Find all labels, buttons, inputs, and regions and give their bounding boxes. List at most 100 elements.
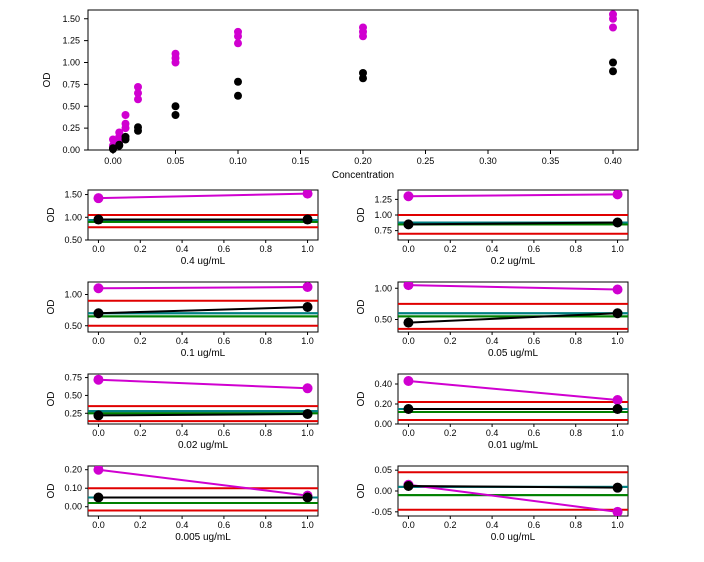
point-black [403, 219, 413, 229]
point-black [234, 92, 242, 100]
small-panel: 0.00.20.40.60.81.00.000.100.20OD0.005 ug… [46, 465, 318, 543]
svg-text:0.00: 0.00 [374, 419, 392, 429]
svg-text:0.2: 0.2 [444, 244, 457, 254]
svg-text:0.00: 0.00 [62, 145, 80, 155]
svg-text:0.10: 0.10 [64, 483, 82, 493]
svg-text:-0.05: -0.05 [371, 507, 392, 517]
svg-text:0.8: 0.8 [259, 336, 272, 346]
svg-text:0.0: 0.0 [92, 520, 105, 530]
svg-text:OD: OD [356, 300, 367, 315]
svg-text:1.25: 1.25 [374, 194, 392, 204]
point-black [613, 404, 623, 414]
point-black [93, 492, 103, 502]
svg-text:0.2: 0.2 [444, 336, 457, 346]
svg-text:0.00: 0.00 [374, 486, 392, 496]
point-magenta [93, 193, 103, 203]
point-black [134, 123, 142, 131]
svg-text:0.6: 0.6 [528, 428, 541, 438]
small-panel: 0.00.20.40.60.81.00.751.001.25OD0.2 ug/m… [356, 189, 628, 267]
point-magenta [234, 39, 242, 47]
svg-text:0.0: 0.0 [92, 428, 105, 438]
small-panel: 0.00.20.40.60.81.00.501.00OD0.1 ug/mL [46, 282, 318, 359]
svg-text:1.00: 1.00 [62, 58, 80, 68]
point-black [122, 133, 130, 141]
svg-text:OD: OD [46, 484, 57, 499]
svg-text:0.25: 0.25 [417, 156, 435, 166]
point-magenta [303, 383, 313, 393]
svg-text:0.50: 0.50 [64, 390, 82, 400]
svg-text:1.0: 1.0 [611, 520, 624, 530]
svg-text:0.35: 0.35 [542, 156, 560, 166]
point-magenta [403, 376, 413, 386]
point-black [609, 67, 617, 75]
svg-text:1.00: 1.00 [64, 212, 82, 222]
point-black [613, 308, 623, 318]
svg-text:0.2: 0.2 [134, 244, 147, 254]
svg-text:1.25: 1.25 [62, 36, 80, 46]
point-black [93, 215, 103, 225]
point-magenta [172, 54, 180, 62]
svg-text:0.0: 0.0 [402, 336, 415, 346]
point-magenta [303, 189, 313, 199]
svg-text:1.00: 1.00 [64, 290, 82, 300]
svg-text:0.05: 0.05 [167, 156, 185, 166]
svg-text:0.75: 0.75 [62, 79, 80, 89]
point-black [613, 218, 623, 228]
point-black [93, 308, 103, 318]
svg-text:0.4: 0.4 [176, 244, 189, 254]
svg-text:0.8: 0.8 [259, 428, 272, 438]
svg-text:1.0: 1.0 [611, 244, 624, 254]
svg-text:0.6: 0.6 [528, 336, 541, 346]
svg-text:0.6: 0.6 [218, 428, 231, 438]
point-magenta [93, 375, 103, 385]
svg-text:1.0: 1.0 [301, 520, 314, 530]
point-magenta [303, 282, 313, 292]
point-black [403, 318, 413, 328]
svg-text:0.2: 0.2 [134, 428, 147, 438]
panel-title: 0.005 ug/mL [175, 532, 231, 543]
point-magenta [234, 28, 242, 36]
point-black [403, 481, 413, 491]
point-black [93, 410, 103, 420]
svg-text:0.75: 0.75 [64, 373, 82, 383]
point-magenta [93, 465, 103, 475]
svg-text:0.0: 0.0 [92, 336, 105, 346]
panel-title: 0.02 ug/mL [178, 440, 228, 451]
svg-text:0.10: 0.10 [229, 156, 247, 166]
svg-text:0.4: 0.4 [176, 428, 189, 438]
svg-text:0.0: 0.0 [402, 244, 415, 254]
point-magenta [93, 283, 103, 293]
point-black [172, 102, 180, 110]
small-panel: 0.00.20.40.60.81.0-0.050.000.05OD0.0 ug/… [356, 465, 628, 543]
svg-text:1.00: 1.00 [374, 283, 392, 293]
svg-text:1.0: 1.0 [301, 244, 314, 254]
panel-title: 0.2 ug/mL [491, 256, 536, 267]
svg-text:0.2: 0.2 [444, 428, 457, 438]
svg-text:0.8: 0.8 [259, 244, 272, 254]
svg-text:0.50: 0.50 [64, 321, 82, 331]
svg-text:0.0: 0.0 [402, 520, 415, 530]
svg-text:0.4: 0.4 [486, 428, 499, 438]
svg-text:0.6: 0.6 [218, 244, 231, 254]
svg-text:0.05: 0.05 [374, 465, 392, 475]
svg-text:0.6: 0.6 [218, 520, 231, 530]
svg-text:OD: OD [46, 208, 57, 223]
point-black [303, 302, 313, 312]
svg-text:0.20: 0.20 [354, 156, 372, 166]
svg-text:1.0: 1.0 [301, 336, 314, 346]
svg-text:0.0: 0.0 [92, 244, 105, 254]
point-black [303, 215, 313, 225]
svg-text:0.8: 0.8 [259, 520, 272, 530]
small-panel: 0.00.20.40.60.81.00.000.200.40OD0.01 ug/… [356, 374, 628, 451]
svg-text:0.30: 0.30 [479, 156, 497, 166]
point-black [303, 409, 313, 419]
svg-text:0.6: 0.6 [218, 336, 231, 346]
svg-text:0.4: 0.4 [486, 520, 499, 530]
panel-title: 0.1 ug/mL [181, 348, 226, 359]
svg-text:OD: OD [356, 484, 367, 499]
point-black [609, 59, 617, 67]
svg-text:0.6: 0.6 [528, 244, 541, 254]
point-black [359, 69, 367, 77]
point-black [403, 404, 413, 414]
svg-text:0.2: 0.2 [134, 520, 147, 530]
